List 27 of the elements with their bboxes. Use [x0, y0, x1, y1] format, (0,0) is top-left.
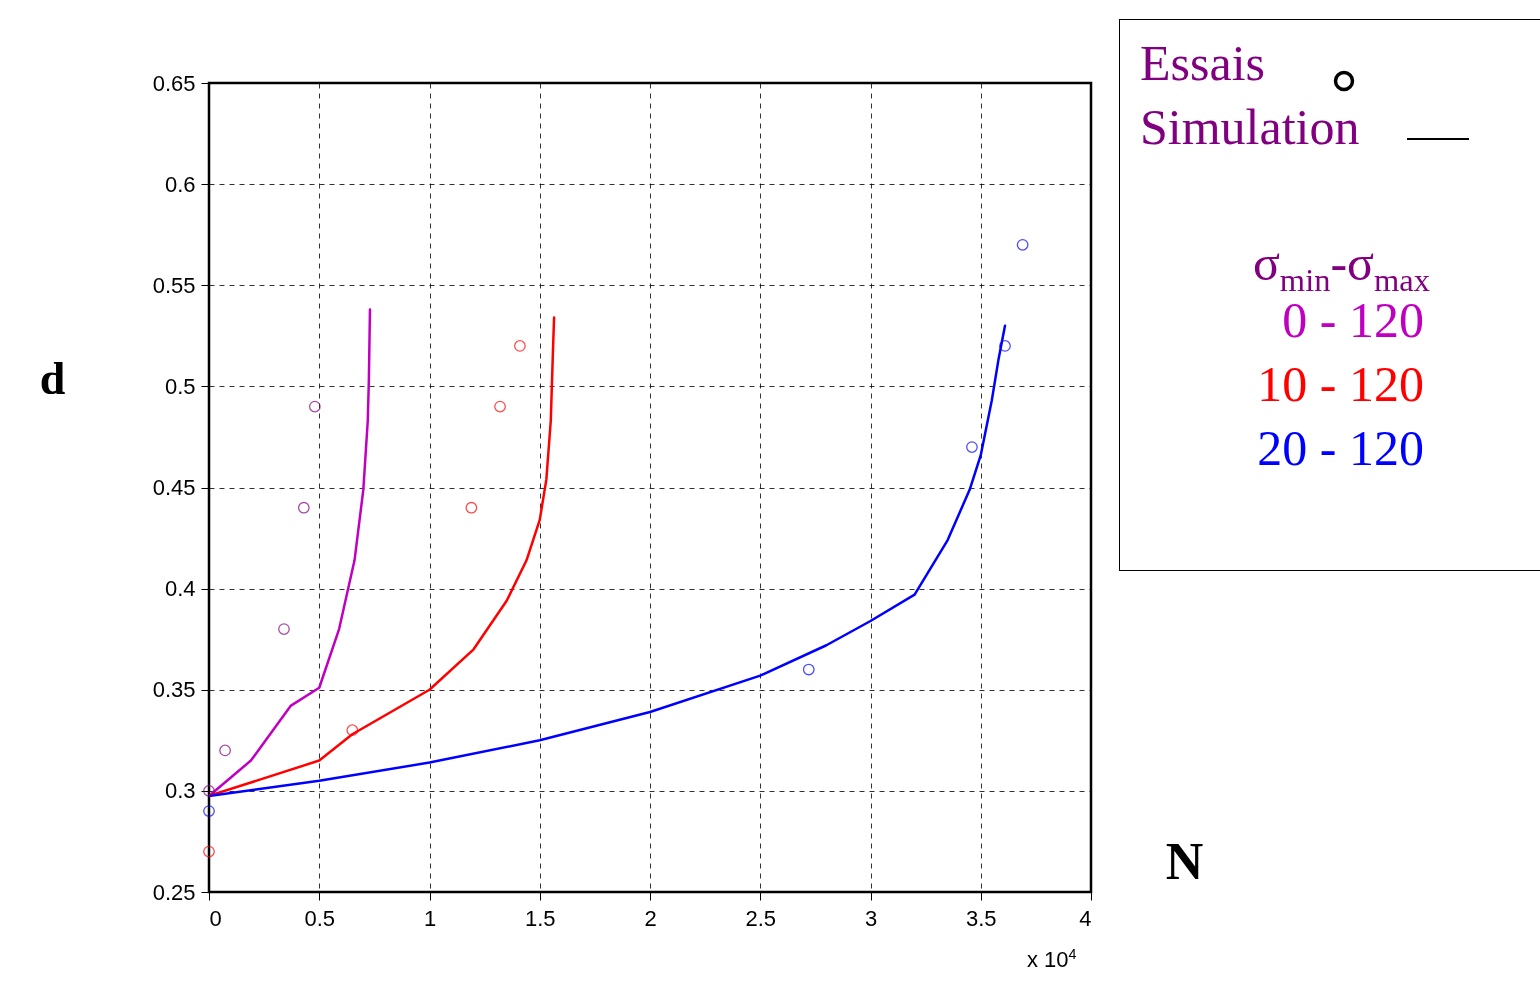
y-tick-label: 0.35 [152, 677, 196, 703]
text: Simulation [1140, 99, 1360, 155]
y-tick-label: 0.5 [164, 373, 196, 399]
y-axis-title: d [39, 352, 66, 404]
y-tick-label: 0.4 [164, 576, 196, 602]
y-tick-label: 0.65 [152, 70, 196, 96]
x-tick-label: 4 [1079, 905, 1092, 931]
x-axis-title: N [1165, 832, 1204, 890]
y-tick-label: 0.45 [152, 475, 196, 500]
text: x 10$^{4}$ [1027, 946, 1077, 974]
y-tick-label: 0.6 [164, 171, 196, 197]
line-series [209, 324, 1007, 798]
y-tick-label: 0.55 [152, 272, 196, 298]
x-tick-label: 3.5 [965, 905, 997, 931]
x-tick-label: 3 [864, 905, 878, 931]
text: 20 - 120 [1257, 420, 1424, 476]
x-tick-label: 0.5 [304, 905, 336, 931]
text: Essais [1140, 35, 1265, 91]
x-tick-label: 0 [209, 905, 222, 931]
text: 10 - 120 [1257, 356, 1424, 412]
x-tick-label: 2.5 [745, 905, 777, 931]
x-tick-label: 1.5 [524, 905, 556, 931]
line-series [209, 316, 556, 798]
y-tick-label: 0.25 [152, 879, 196, 905]
y-tick-label: 0.3 [164, 778, 196, 804]
x-tick-label: 1 [423, 905, 437, 931]
x-tick-label: 2 [644, 905, 657, 931]
